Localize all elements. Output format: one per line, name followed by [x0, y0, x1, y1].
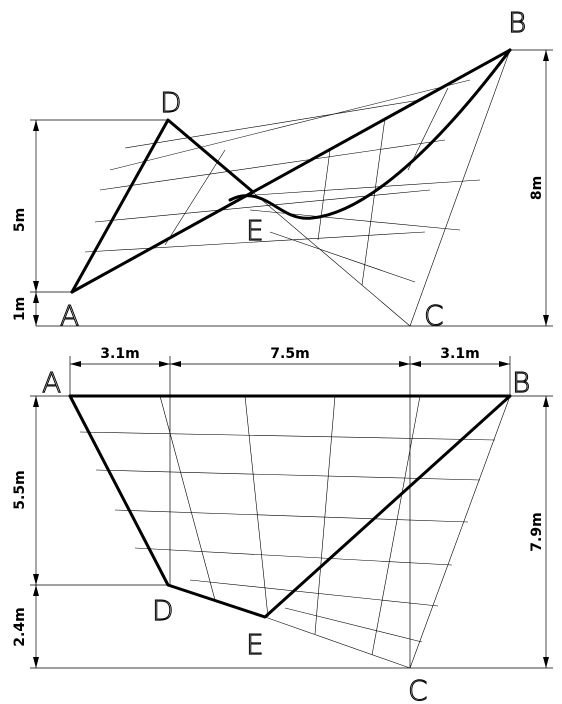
arrowhead: [33, 315, 39, 326]
dim-a-to-d: 5.5m: [12, 470, 28, 509]
dim-d-to-c: 2.4m: [12, 607, 28, 646]
plan-outline: [68, 394, 512, 619]
arrowhead: [33, 120, 39, 131]
cable-curve: [228, 48, 512, 220]
point-label-a: A: [42, 366, 61, 399]
point-label-a: A: [60, 299, 79, 332]
edge-a-d-e: [70, 118, 255, 294]
point-label-c: C: [424, 299, 444, 332]
arrowhead: [33, 292, 39, 303]
dim-middle: 7.5m: [270, 346, 309, 362]
elevation-mesh: [84, 49, 511, 327]
point-label-e: E: [246, 214, 264, 247]
point-label-b: B: [508, 6, 526, 39]
plan-mesh: [79, 395, 511, 669]
dim-b-height: 8m: [529, 176, 545, 200]
point-label-c: C: [408, 674, 428, 704]
point-label-e: E: [246, 628, 264, 661]
elevation-view: 5m 1m 8m A B C D E: [12, 6, 553, 333]
dim-a-height: 1m: [12, 297, 28, 321]
plan-view: 3.1m 7.5m 3.1m 5.5m 2.4m 7.9m A B C D E: [12, 346, 553, 704]
dim-left: 3.1m: [100, 346, 139, 362]
dim-d-height: 5m: [12, 208, 28, 232]
dim-b-to-c: 7.9m: [529, 512, 545, 551]
arrowhead: [543, 50, 549, 61]
arrowhead: [543, 315, 549, 326]
point-label-d: D: [160, 86, 182, 119]
edge-a-b: [70, 48, 512, 294]
dim-right: 3.1m: [440, 346, 479, 362]
arrowhead: [33, 281, 39, 292]
point-label-b: B: [512, 366, 530, 399]
point-label-d: D: [152, 594, 174, 627]
